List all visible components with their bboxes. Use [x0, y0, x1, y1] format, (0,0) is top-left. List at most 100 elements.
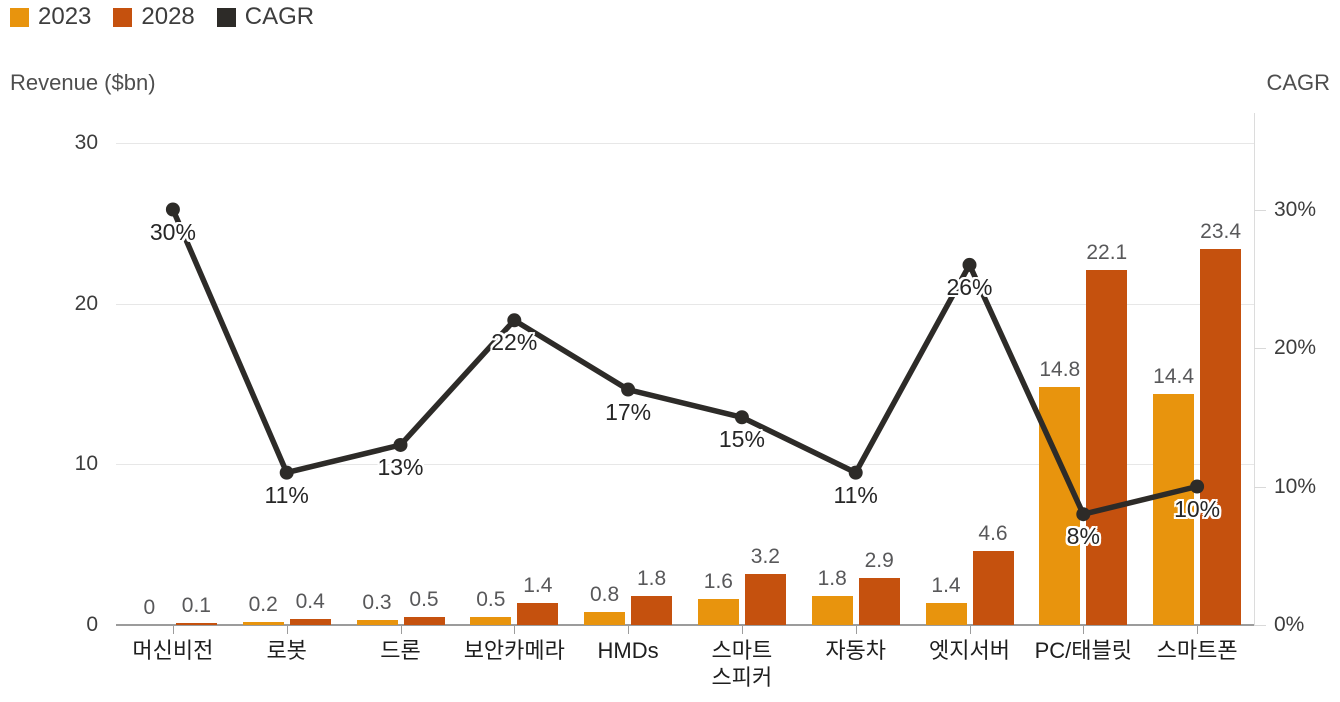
category-tick [969, 626, 971, 634]
category-tick [1197, 626, 1199, 634]
category-tick [1083, 626, 1085, 634]
category-label: HMDs [597, 638, 659, 663]
category-label: 스마트 스피커 [711, 638, 773, 690]
category-label: 머신비전 [132, 638, 214, 663]
left-axis-tick-label: 10 [74, 452, 98, 476]
bar-value-label-2028: 3.2 [750, 544, 780, 568]
bar-value-label-2023: 1.8 [817, 567, 847, 591]
cagr-value-label: 30% [149, 218, 196, 245]
legend-item-cagr: CAGR [216, 3, 315, 30]
category-label: 자동차 [825, 638, 887, 663]
category-tick [628, 626, 630, 634]
bar-value-label-2023: 0 [143, 596, 156, 619]
gridline-20 [116, 303, 1254, 305]
right-axis-tick [1254, 348, 1266, 349]
category-label: 엣지서버 [929, 638, 1010, 663]
bar-value-label-2028: 23.4 [1200, 220, 1242, 244]
legend: 2023 2028 CAGR [10, 5, 314, 29]
left-axis-title: Revenue ($bn) [10, 70, 156, 95]
right-axis-tick-label: 10% [1274, 474, 1317, 498]
bar-2023 [811, 596, 853, 625]
cagr-value-label: 8% [1066, 523, 1100, 550]
bar-value-label-2028: 2.9 [864, 549, 894, 573]
x-axis-baseline [116, 624, 1254, 626]
category-label: 보안카메라 [463, 638, 565, 663]
legend-label-2023: 2023 [38, 3, 92, 30]
category-label: 로봇 [266, 638, 307, 663]
bar-2028 [744, 573, 786, 625]
bar-2023 [1039, 387, 1081, 625]
category-label: 스마트폰 [1156, 638, 1238, 663]
right-axis-line [1254, 113, 1255, 625]
cagr-point-marker [962, 257, 977, 272]
cagr-value-label: 10% [1174, 495, 1221, 522]
cagr-point-marker [734, 410, 749, 425]
legend-swatch-2028 [113, 7, 133, 27]
bar-2023 [470, 616, 512, 625]
cagr-value-label: 11% [264, 481, 309, 508]
bar-2023 [356, 620, 398, 625]
legend-swatch-cagr [216, 7, 236, 27]
category-tick [286, 626, 288, 634]
cagr-point-marker [848, 465, 863, 480]
cagr-value-label: 26% [946, 273, 993, 300]
cagr-value-label: 17% [605, 398, 652, 425]
cagr-point-marker [621, 382, 636, 397]
gridline-10 [116, 464, 1254, 466]
cagr-point-marker [393, 437, 408, 452]
right-axis-tick-label: 30% [1274, 197, 1317, 221]
legend-label-2028: 2028 [141, 3, 195, 30]
bar-value-label-2028: 22.1 [1086, 240, 1128, 264]
cagr-value-label: 22% [491, 329, 538, 356]
cagr-value-label: 11% [833, 481, 878, 508]
bar-value-label-2028: 0.1 [181, 594, 211, 618]
category-tick [514, 626, 516, 634]
category-tick [741, 626, 743, 634]
cagr-point-marker [165, 202, 180, 217]
bar-2023 [925, 602, 967, 625]
bar-2028 [858, 578, 900, 625]
bar-2028 [403, 616, 445, 625]
bar-value-label-2023: 0.3 [362, 591, 392, 615]
right-axis-tick-label: 20% [1274, 336, 1317, 359]
bar-2028 [1200, 249, 1242, 625]
right-axis-tick [1254, 625, 1266, 626]
right-axis-tick [1254, 486, 1266, 488]
bar-2023 [242, 621, 284, 625]
bar-value-label-2023: 0.8 [589, 583, 620, 607]
bar-2028 [972, 551, 1014, 625]
bar-value-label-2023: 0.5 [476, 587, 506, 611]
bar-2028 [289, 618, 331, 625]
bar-value-label-2028: 0.5 [409, 587, 439, 611]
category-tick [400, 626, 402, 634]
legend-label-cagr: CAGR [244, 3, 315, 30]
category-label: 드론 [380, 638, 421, 663]
legend-swatch-2023 [10, 7, 29, 27]
bar-2028 [517, 602, 559, 625]
cagr-value-label: 13% [377, 453, 424, 480]
bar-value-label-2028: 0.4 [295, 589, 325, 613]
bar-value-label-2028: 1.4 [523, 573, 553, 597]
bar-value-label-2023: 1.4 [931, 573, 961, 597]
category-tick [172, 626, 174, 634]
bar-2028 [1086, 269, 1128, 625]
right-axis-tick-label: 0% [1274, 613, 1305, 636]
cagr-point-marker [279, 465, 294, 480]
bar-value-label-2023: 0.2 [248, 592, 278, 616]
bar-2028 [631, 596, 673, 625]
left-axis-tick-label: 30 [74, 131, 98, 154]
right-axis-title: CAGR [1266, 70, 1330, 95]
gridline-30 [116, 143, 1254, 144]
left-axis-tick-label: 0 [86, 613, 98, 636]
left-axis-tick-label: 20 [74, 291, 98, 315]
bar-value-label-2023: 1.6 [703, 570, 733, 594]
bar-2023 [697, 599, 739, 625]
category-tick [855, 626, 857, 634]
bar-2028 [175, 623, 217, 625]
right-axis-tick [1254, 209, 1266, 211]
bar-2023 [584, 612, 626, 625]
cagr-point-marker [507, 313, 522, 328]
legend-item-2028: 2028 [113, 3, 195, 30]
legend-item-2023: 2023 [10, 5, 91, 29]
